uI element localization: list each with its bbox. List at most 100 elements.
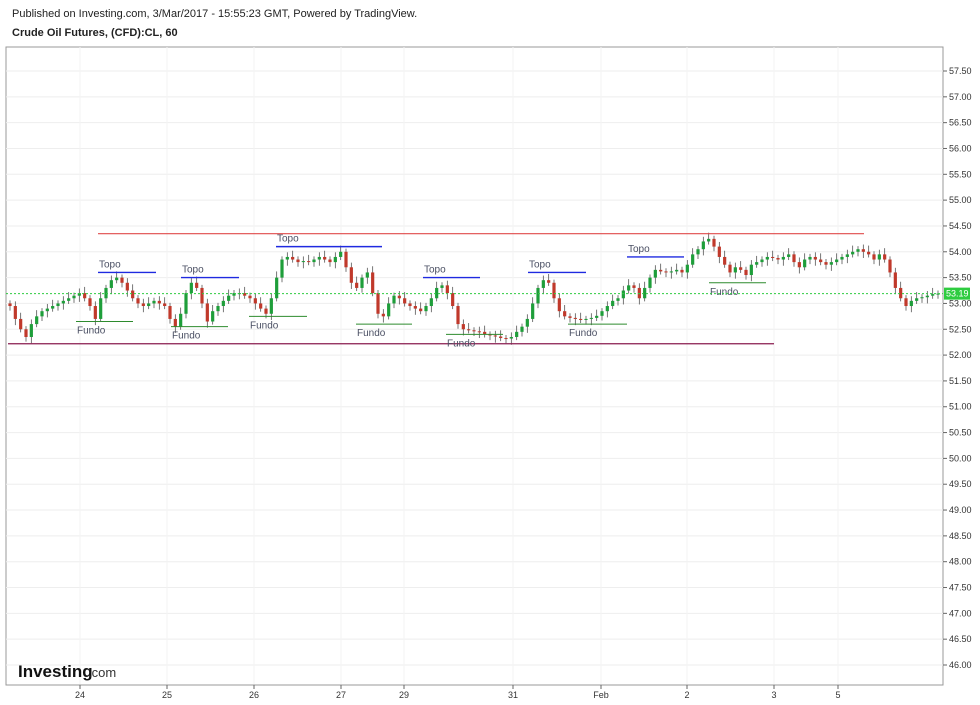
- candle-body: [829, 262, 833, 265]
- candle: [67, 292, 71, 304]
- candle-body: [333, 256, 337, 263]
- candle: [915, 292, 919, 304]
- candle-body: [83, 293, 87, 299]
- candle: [600, 308, 604, 321]
- candle-body: [419, 308, 423, 312]
- candle: [317, 252, 321, 266]
- candle: [141, 298, 145, 313]
- candle: [355, 276, 359, 292]
- candle-body: [339, 251, 343, 257]
- candle-body: [493, 335, 497, 337]
- x-tick-label: 25: [162, 690, 172, 700]
- candle-body: [88, 298, 92, 307]
- candle: [115, 271, 119, 284]
- candle: [227, 289, 231, 304]
- candle: [536, 284, 540, 309]
- candle: [499, 330, 503, 342]
- candle-body: [733, 267, 737, 273]
- candle: [883, 248, 887, 263]
- candle-body: [787, 254, 791, 257]
- candle-body: [275, 277, 279, 299]
- candle-body: [749, 264, 753, 276]
- candle-body: [173, 318, 177, 327]
- candle-body: [717, 246, 721, 257]
- candle-body: [893, 272, 897, 288]
- candle: [552, 279, 556, 303]
- candle: [440, 282, 444, 293]
- candle-body: [643, 287, 647, 299]
- candle: [531, 297, 535, 323]
- candle: [557, 293, 561, 318]
- candle-body: [627, 285, 631, 291]
- candle-body: [264, 308, 268, 314]
- candle-body: [93, 306, 97, 319]
- candle-body: [328, 259, 332, 263]
- candle: [739, 261, 743, 273]
- y-tick-label: 54.00: [949, 247, 972, 257]
- candle: [456, 302, 460, 329]
- candle-body: [291, 256, 295, 260]
- candle: [451, 286, 455, 310]
- candle: [216, 302, 220, 316]
- topo-label: Topo: [99, 259, 121, 270]
- candle: [189, 278, 193, 300]
- candle: [259, 297, 263, 312]
- candle-body: [739, 267, 743, 270]
- symbol-title: Crude Oil Futures, (CFD):CL, 60: [12, 27, 178, 39]
- candle: [733, 262, 737, 279]
- candle-body: [285, 256, 289, 260]
- candle-body: [269, 298, 273, 314]
- candle-body: [696, 249, 700, 255]
- fundo-label: Fundo: [172, 331, 201, 342]
- fundo-label: Fundo: [447, 338, 476, 349]
- candle-body: [29, 324, 33, 338]
- candle: [755, 255, 759, 268]
- candle: [83, 286, 87, 302]
- candle-body: [920, 297, 924, 299]
- candle: [301, 256, 305, 269]
- candle: [168, 302, 172, 324]
- candle: [280, 256, 284, 283]
- candle: [307, 254, 311, 266]
- candle-body: [349, 267, 353, 283]
- candle-body: [765, 256, 769, 260]
- candle-body: [136, 298, 140, 304]
- candle-body: [200, 287, 204, 304]
- candle-body: [563, 311, 567, 317]
- candle-body: [157, 300, 161, 304]
- y-tick-label: 55.00: [949, 195, 972, 205]
- candle-body: [163, 303, 167, 307]
- candle-body: [221, 300, 225, 307]
- candle-body: [723, 256, 727, 265]
- y-tick-label: 57.00: [949, 92, 972, 102]
- y-tick-label: 56.50: [949, 118, 972, 128]
- last-price-tag: [944, 287, 970, 300]
- annotations: Topo Topo Topo Topo Topo Topo Fundo Fundo Fundo F…: [8, 233, 864, 349]
- candle: [627, 279, 631, 294]
- y-tick-label: 56.00: [949, 143, 972, 153]
- candle: [45, 303, 49, 318]
- y-tick-label: 48.00: [949, 557, 972, 567]
- candle-body: [488, 334, 492, 336]
- candle-body: [35, 316, 39, 325]
- logo-brand: Investing: [18, 662, 93, 681]
- candle: [899, 281, 903, 302]
- candle-body: [67, 298, 71, 301]
- candle-body: [819, 259, 823, 263]
- candle-body: [141, 303, 145, 307]
- candle-body: [600, 311, 604, 316]
- candle-body: [77, 293, 81, 296]
- candle-body: [360, 277, 364, 288]
- fundo-label: Fundo: [77, 326, 106, 337]
- candle-body: [888, 259, 892, 273]
- fundo-label: Fundo: [710, 287, 739, 298]
- candle: [296, 256, 300, 267]
- candle: [200, 284, 204, 309]
- candle-body: [621, 290, 625, 299]
- candle: [669, 266, 673, 279]
- candle: [429, 293, 433, 313]
- y-tick-label: 54.50: [949, 221, 972, 231]
- candle-body: [461, 324, 465, 330]
- candle: [365, 267, 369, 284]
